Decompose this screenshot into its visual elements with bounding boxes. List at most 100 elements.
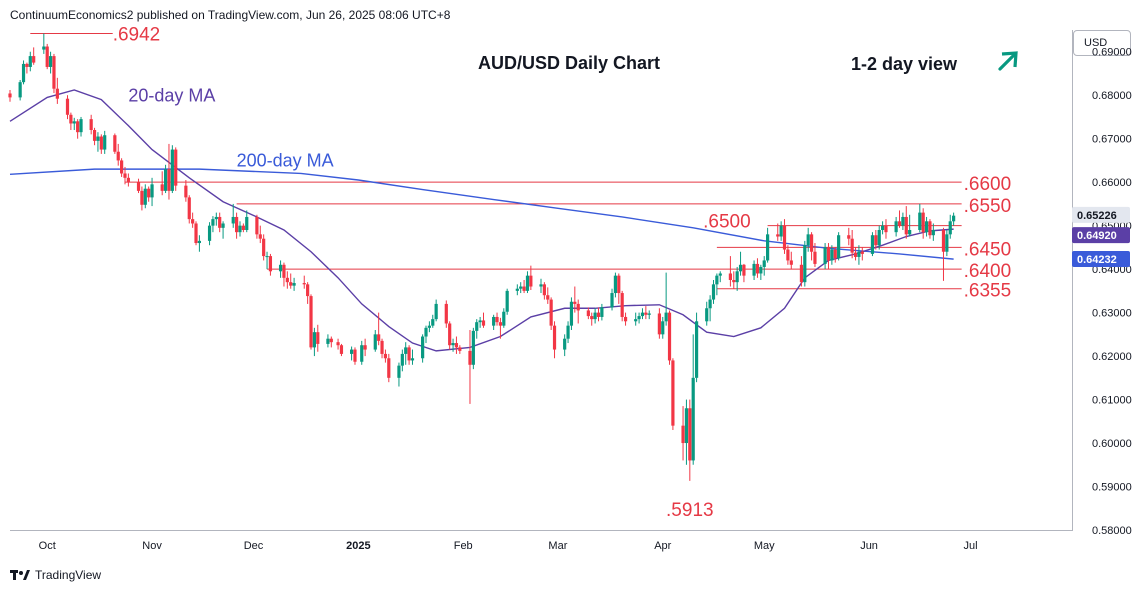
candle bbox=[211, 216, 215, 233]
x-tick-label: Jul bbox=[964, 540, 978, 552]
candle-body bbox=[752, 263, 756, 276]
x-tick-label: Feb bbox=[454, 540, 473, 552]
candle-body bbox=[52, 56, 56, 89]
candle bbox=[681, 406, 685, 461]
candle bbox=[657, 308, 661, 339]
candle bbox=[924, 216, 929, 237]
candle-body bbox=[468, 350, 472, 365]
candle-body bbox=[207, 225, 212, 241]
y-tick-label: 0.61000 bbox=[1092, 395, 1132, 407]
candle-body bbox=[897, 221, 902, 226]
publisher-header: ContinuumEconomics2 published on Trading… bbox=[10, 8, 451, 22]
candle bbox=[694, 312, 699, 383]
candle-body bbox=[542, 284, 546, 296]
candle-body bbox=[688, 408, 692, 461]
candle bbox=[522, 280, 526, 294]
candle-body bbox=[779, 225, 783, 237]
price-badge bbox=[1072, 206, 1130, 223]
candle bbox=[65, 95, 70, 120]
candle-body bbox=[492, 316, 496, 326]
candle-body bbox=[590, 316, 594, 320]
candle bbox=[596, 307, 601, 322]
candle-body bbox=[519, 286, 523, 289]
candle bbox=[89, 114, 93, 135]
candle-body bbox=[197, 240, 202, 244]
candle bbox=[884, 219, 888, 239]
candle-body bbox=[103, 135, 107, 150]
candle-body bbox=[762, 260, 766, 267]
candle-body bbox=[776, 234, 780, 237]
level-label: .6355 bbox=[964, 281, 1012, 302]
candle-body bbox=[336, 342, 340, 346]
candle bbox=[505, 288, 509, 315]
candle-body bbox=[755, 263, 760, 274]
candle-body bbox=[187, 197, 191, 220]
level-label: .6600 bbox=[964, 174, 1012, 195]
candle bbox=[373, 330, 377, 352]
candle bbox=[363, 338, 367, 357]
x-tick-label: Nov bbox=[142, 540, 162, 552]
candle bbox=[623, 312, 628, 326]
candle-body bbox=[667, 312, 672, 361]
candle-body bbox=[377, 334, 381, 341]
candle-body bbox=[444, 303, 448, 324]
candle-body bbox=[573, 301, 577, 304]
candle-body bbox=[847, 235, 851, 239]
candle bbox=[329, 336, 333, 348]
candle bbox=[238, 221, 242, 237]
currency-button[interactable] bbox=[1073, 30, 1131, 56]
candle bbox=[573, 286, 577, 313]
candle-body bbox=[471, 330, 475, 365]
candle-body bbox=[113, 135, 117, 152]
candle bbox=[55, 77, 59, 104]
candles bbox=[8, 33, 956, 481]
candle bbox=[600, 303, 604, 321]
level-label: .6550 bbox=[964, 196, 1012, 217]
candle bbox=[931, 223, 935, 241]
candle bbox=[316, 324, 320, 352]
y-tick-label: 0.64000 bbox=[1092, 264, 1132, 276]
candle bbox=[742, 263, 746, 283]
candle-body bbox=[593, 312, 597, 320]
candle-body bbox=[339, 345, 344, 354]
price-badge bbox=[1072, 251, 1130, 268]
candle-body bbox=[268, 256, 273, 272]
candle-body bbox=[167, 169, 171, 191]
candle bbox=[684, 399, 689, 465]
y-tick-label: 0.62000 bbox=[1092, 351, 1132, 363]
candle-body bbox=[302, 283, 306, 285]
candle bbox=[755, 258, 760, 278]
candle bbox=[789, 251, 793, 270]
candle bbox=[644, 306, 648, 320]
candle bbox=[586, 307, 590, 320]
candle bbox=[809, 232, 814, 261]
candle bbox=[221, 221, 225, 239]
candle bbox=[779, 221, 783, 241]
candle-body bbox=[853, 252, 858, 257]
candle bbox=[187, 195, 191, 224]
candle-body bbox=[387, 358, 391, 378]
candle bbox=[143, 184, 147, 209]
candle-body bbox=[813, 251, 817, 264]
candle-body bbox=[380, 340, 384, 354]
candle bbox=[278, 260, 283, 278]
candle-body bbox=[850, 238, 854, 253]
candle bbox=[302, 275, 306, 289]
candle-body bbox=[495, 316, 499, 323]
candle-body bbox=[397, 365, 401, 378]
candle-body bbox=[803, 245, 807, 283]
candle-body bbox=[140, 190, 144, 205]
candle-body bbox=[684, 408, 689, 444]
candle-body bbox=[21, 63, 26, 83]
candle bbox=[380, 338, 384, 359]
candle bbox=[25, 62, 29, 74]
candle bbox=[353, 347, 357, 365]
candle-body bbox=[316, 332, 320, 344]
candle bbox=[170, 145, 174, 194]
candle-body bbox=[120, 160, 124, 174]
tradingview-branding[interactable]: TradingView bbox=[10, 568, 101, 582]
candle bbox=[874, 230, 878, 250]
candle bbox=[92, 127, 97, 146]
candle-body bbox=[640, 312, 645, 317]
candle bbox=[566, 321, 570, 344]
